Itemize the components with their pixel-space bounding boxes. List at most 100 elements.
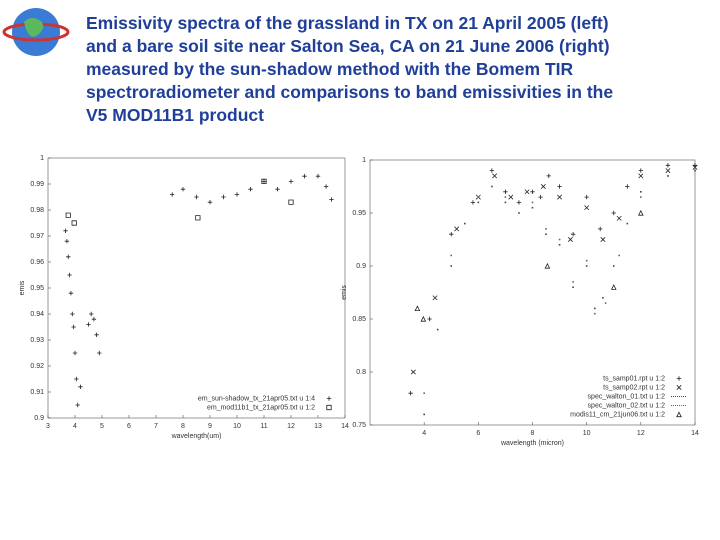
y-tick-label: 0.9 xyxy=(356,263,366,270)
data-point xyxy=(503,189,508,194)
data-point xyxy=(530,189,535,194)
title-line: V5 MOD11B1 product xyxy=(86,105,264,125)
x-tick-label: 7 xyxy=(154,423,158,430)
data-point xyxy=(427,316,432,322)
data-point xyxy=(74,376,79,382)
y-tick-label: 0.92 xyxy=(30,363,44,370)
legend-label: spec_walton_01.txt u 1:2 xyxy=(588,393,666,400)
data-point xyxy=(449,232,454,237)
data-point xyxy=(71,220,77,226)
data-point xyxy=(86,322,91,327)
y-axis-label: emis xyxy=(341,285,348,300)
data-point xyxy=(288,179,294,184)
data-point xyxy=(616,215,622,221)
data-point xyxy=(600,237,606,242)
data-point xyxy=(665,163,671,168)
data-point xyxy=(221,194,226,200)
data-point xyxy=(261,179,267,184)
data-point xyxy=(584,194,589,200)
legend-swatch xyxy=(326,396,332,401)
data-point xyxy=(89,311,94,317)
x-tick-label: 6 xyxy=(476,430,480,437)
data-point xyxy=(489,168,495,173)
x-tick-label: 12 xyxy=(637,430,645,437)
legend-label: modis11_cm_21jun06.txt u 1:2 xyxy=(570,411,665,418)
data-point xyxy=(288,199,294,205)
data-point xyxy=(492,173,498,179)
x-tick-label: 6 xyxy=(127,423,131,430)
data-point xyxy=(557,194,563,200)
data-point xyxy=(408,391,413,396)
data-point xyxy=(692,163,698,168)
data-point xyxy=(261,178,267,184)
data-point xyxy=(584,205,590,211)
x-tick-label: 9 xyxy=(208,423,212,430)
y-tick-label: 0.9 xyxy=(34,415,44,422)
y-tick-label: 0.95 xyxy=(30,285,44,292)
legend-label: em_sun-shadow_tx_21apr05.txt u 1:4 xyxy=(198,395,315,402)
x-tick-label: 4 xyxy=(422,430,426,437)
data-point xyxy=(207,200,213,205)
data-point xyxy=(508,194,514,200)
y-tick-label: 1 xyxy=(362,157,366,164)
data-point xyxy=(97,350,102,356)
x-tick-label: 10 xyxy=(583,430,591,437)
data-point xyxy=(72,350,78,356)
logo-land xyxy=(24,18,44,37)
x-tick-label: 10 xyxy=(233,423,241,430)
y-tick-label: 0.97 xyxy=(30,233,44,240)
y-tick-label: 0.93 xyxy=(30,337,44,344)
data-point xyxy=(470,200,476,205)
data-point xyxy=(638,173,644,179)
data-point xyxy=(546,173,551,179)
y-tick-label: 0.99 xyxy=(30,181,44,188)
data-point xyxy=(454,226,460,232)
data-point xyxy=(91,317,97,322)
data-point xyxy=(78,384,83,389)
y-tick-label: 0.85 xyxy=(352,316,366,323)
data-point xyxy=(302,174,307,179)
data-point xyxy=(432,295,438,301)
y-tick-label: 0.75 xyxy=(352,422,366,429)
data-point xyxy=(234,192,240,197)
title-line: and a bare soil site near Salton Sea, CA… xyxy=(86,36,610,56)
y-tick-label: 0.98 xyxy=(30,207,44,214)
data-point xyxy=(67,272,72,278)
legend-label: ts_samp01.rpt u 1:2 xyxy=(603,375,665,382)
y-tick-label: 0.94 xyxy=(30,311,44,318)
data-point xyxy=(66,254,71,259)
x-tick-label: 8 xyxy=(531,430,535,437)
x-tick-label: 14 xyxy=(691,430,699,437)
x-tick-label: 11 xyxy=(260,423,267,430)
x-tick-label: 4 xyxy=(73,423,77,430)
x-tick-label: 3 xyxy=(46,423,50,430)
x-tick-label: 12 xyxy=(287,423,295,430)
data-point xyxy=(275,187,280,192)
y-tick-label: 1 xyxy=(40,155,44,162)
title-line: Emissivity spectra of the grassland in T… xyxy=(86,13,609,33)
data-point xyxy=(410,369,416,375)
data-point xyxy=(180,187,186,192)
data-point xyxy=(414,305,421,311)
x-axis-label: wavelength(um) xyxy=(171,433,222,440)
data-point xyxy=(323,184,329,189)
data-point xyxy=(248,187,253,192)
data-point xyxy=(625,184,630,189)
legend-swatch xyxy=(676,376,682,381)
data-point xyxy=(611,210,616,216)
y-tick-label: 0.96 xyxy=(30,259,44,266)
data-point xyxy=(194,194,199,200)
x-tick-label: 8 xyxy=(181,423,185,430)
x-tick-label: 5 xyxy=(100,423,104,430)
data-point xyxy=(610,284,617,290)
y-axis-label: emis xyxy=(19,280,26,295)
data-point xyxy=(70,311,75,317)
legend-swatch xyxy=(676,411,682,418)
data-point xyxy=(557,184,562,189)
data-point xyxy=(329,197,334,202)
data-point xyxy=(638,168,644,173)
data-point xyxy=(65,212,71,218)
title-line: measured by the sun-shadow method with t… xyxy=(86,59,574,79)
legend-swatch xyxy=(676,385,682,390)
